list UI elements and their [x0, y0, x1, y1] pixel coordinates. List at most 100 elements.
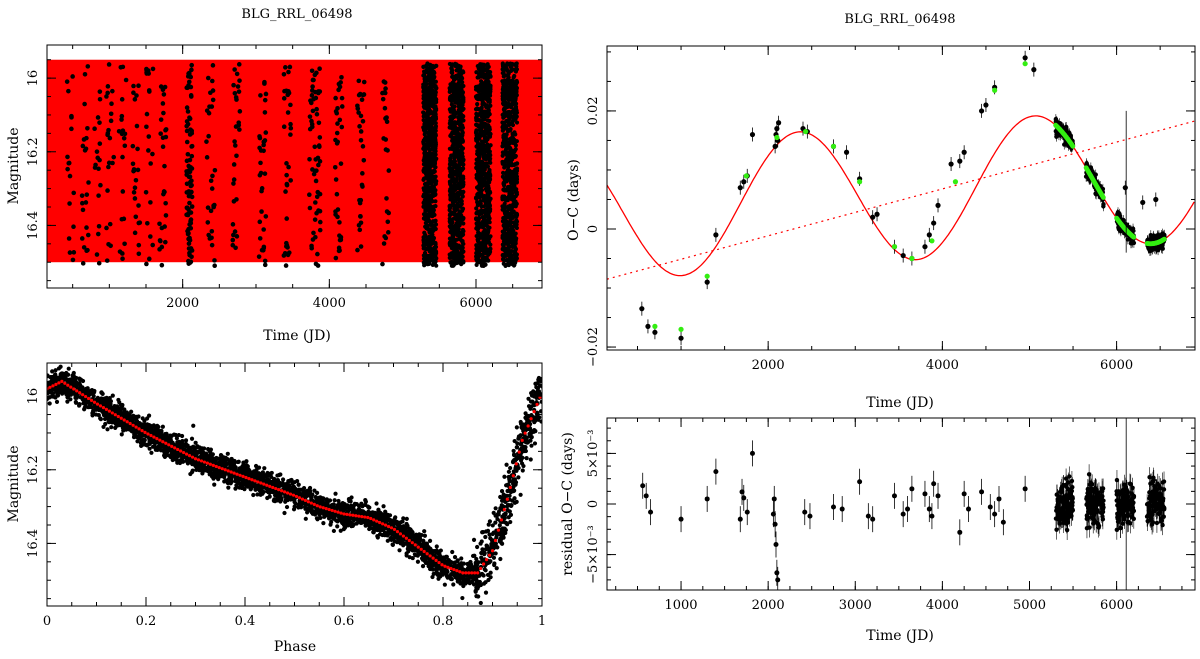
data-point — [474, 165, 479, 171]
data-point — [505, 208, 510, 214]
data-point — [503, 198, 508, 203]
data-point — [339, 104, 345, 109]
data-point — [477, 224, 482, 229]
data-point — [131, 83, 136, 89]
data-point — [312, 72, 318, 78]
data-point — [422, 79, 427, 84]
data-point — [334, 130, 340, 136]
data-point — [457, 204, 462, 209]
data-point — [186, 206, 191, 212]
data-point — [110, 160, 115, 166]
data-point — [474, 210, 479, 215]
data-point — [160, 87, 166, 92]
data-point — [80, 207, 86, 213]
data-point — [205, 205, 211, 210]
data-point — [184, 105, 190, 110]
data-point — [310, 84, 315, 89]
data-point — [321, 520, 326, 526]
data-point — [134, 123, 140, 129]
data-point — [94, 149, 100, 154]
data-point — [485, 112, 490, 117]
data-point — [485, 238, 490, 244]
data-point — [261, 139, 267, 145]
data-point — [150, 66, 156, 72]
data-point — [431, 184, 436, 189]
data-point — [482, 227, 488, 233]
data-point — [259, 209, 264, 214]
data-point — [427, 69, 433, 75]
data-point — [231, 162, 237, 167]
data-point — [455, 143, 460, 148]
data-point — [262, 171, 268, 176]
data-point — [148, 200, 153, 205]
data-point — [503, 82, 509, 87]
data-point — [485, 184, 490, 190]
data-point — [512, 140, 517, 146]
data-point — [450, 174, 455, 180]
data-point — [317, 219, 323, 225]
data-point — [488, 575, 493, 580]
data-point — [286, 164, 291, 170]
data-point — [460, 227, 465, 233]
data-point — [144, 261, 149, 267]
data-point — [448, 120, 453, 125]
data-point — [432, 132, 437, 138]
data-point — [510, 61, 515, 67]
data-point — [505, 163, 510, 168]
data-point — [454, 166, 460, 171]
data-point — [105, 90, 110, 96]
data-point — [53, 368, 58, 373]
data-point — [481, 129, 487, 134]
data-point — [358, 137, 364, 143]
data-point — [107, 221, 113, 227]
data-point — [234, 97, 239, 102]
data-point — [210, 97, 216, 103]
data-point — [449, 222, 454, 227]
data-point — [310, 108, 316, 114]
data-point — [430, 250, 435, 255]
data-point — [431, 227, 437, 232]
data-point — [460, 76, 465, 81]
plot-area — [47, 364, 542, 606]
data-point — [337, 117, 343, 123]
data-point — [159, 225, 165, 231]
data-point — [513, 81, 519, 86]
data-point — [332, 498, 337, 503]
x-tick-label: 2000 — [166, 296, 199, 311]
data-point — [447, 236, 453, 241]
data-point — [118, 65, 124, 70]
data-point — [132, 196, 138, 201]
data-point — [259, 247, 265, 253]
data-point — [453, 171, 458, 177]
data-point — [514, 225, 519, 231]
data-point — [381, 504, 386, 509]
data-point — [144, 111, 150, 117]
data-point — [263, 130, 269, 135]
model-band — [47, 59, 542, 263]
data-point — [311, 96, 316, 102]
data-point — [160, 144, 166, 150]
data-point — [455, 97, 461, 102]
data-point — [520, 468, 525, 473]
data-point — [209, 186, 215, 191]
data-point — [307, 157, 312, 162]
data-point — [191, 423, 196, 428]
data-point — [355, 106, 361, 111]
data-point — [433, 83, 438, 89]
data-point — [315, 251, 320, 257]
data-point — [423, 69, 428, 74]
data-point — [146, 256, 152, 262]
data-point — [508, 465, 513, 471]
data-point — [479, 204, 484, 209]
data-point — [510, 135, 515, 140]
data-point — [460, 113, 465, 119]
data-point — [427, 151, 432, 156]
data-point — [210, 173, 215, 179]
data-point — [317, 89, 323, 94]
data-point — [106, 241, 111, 247]
data-point — [284, 161, 289, 166]
data-point — [106, 160, 112, 166]
data-point — [96, 193, 101, 198]
data-point — [479, 132, 484, 138]
data-point — [427, 195, 432, 201]
